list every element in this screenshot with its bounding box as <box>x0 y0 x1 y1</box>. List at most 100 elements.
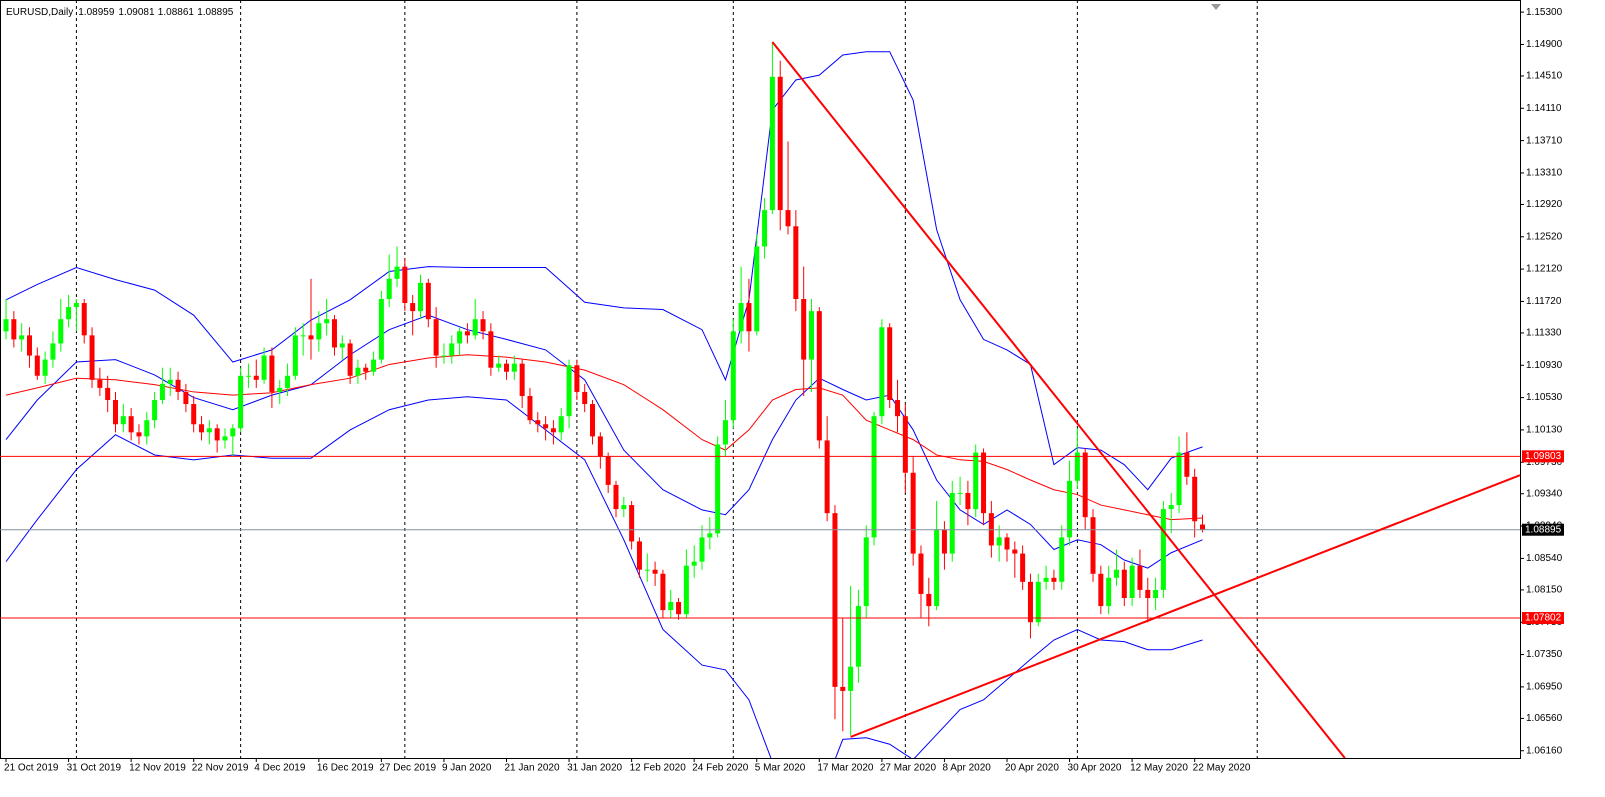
candle-body <box>308 335 314 340</box>
y-tick-label: 1.12120 <box>1526 264 1563 275</box>
candle-body <box>355 367 361 376</box>
candle-body <box>324 319 330 324</box>
y-tick-label: 1.12920 <box>1526 199 1563 210</box>
candle-body <box>1184 452 1190 477</box>
candle-body <box>433 319 439 356</box>
candle-body <box>934 529 940 607</box>
candle-body <box>683 565 689 615</box>
x-tick-label: 27 Mar 2020 <box>880 763 937 774</box>
x-tick-label: 17 Mar 2020 <box>817 763 874 774</box>
candle-body <box>511 363 517 372</box>
candle-body <box>574 365 580 392</box>
candle-body <box>746 303 752 332</box>
candle-body <box>832 513 838 687</box>
level-tag-label: 1.07802 <box>1525 613 1562 624</box>
candle-body <box>378 298 384 360</box>
y-tick-label: 1.06560 <box>1526 713 1563 724</box>
candle-body <box>152 400 158 421</box>
candle-body <box>73 303 79 308</box>
x-tick-label: 22 Nov 2019 <box>192 763 249 774</box>
candle-body <box>863 537 869 607</box>
candle-body <box>97 379 103 388</box>
candle-body <box>1012 549 1018 554</box>
y-tick-label: 1.14900 <box>1526 39 1563 50</box>
y-tick-label: 1.10130 <box>1526 425 1563 436</box>
candle-body <box>230 428 236 437</box>
candle-body <box>691 561 697 566</box>
candle-body <box>738 303 744 332</box>
candle-body <box>1145 589 1151 598</box>
candle-body <box>1051 577 1057 582</box>
low-value: 1.08861 <box>158 7 195 18</box>
candle-body <box>848 666 854 691</box>
candle-body <box>1020 553 1026 582</box>
x-tick-label: 5 Mar 2020 <box>755 763 806 774</box>
candle-body <box>261 355 267 380</box>
candle-body <box>902 416 908 473</box>
candle-body <box>144 420 150 437</box>
candle-body <box>801 298 807 360</box>
candle-body <box>824 440 830 514</box>
y-tick-label: 1.13310 <box>1526 168 1563 179</box>
candle-body <box>402 266 408 304</box>
x-tick-label: 24 Feb 2020 <box>692 763 749 774</box>
candle-body <box>543 424 549 429</box>
candle-body <box>159 383 165 401</box>
level-tag <box>1522 612 1564 625</box>
candle-body <box>621 505 627 510</box>
candle-body <box>183 391 189 405</box>
y-tick-label: 1.06950 <box>1526 682 1563 693</box>
candle-body <box>449 343 455 356</box>
candle-body <box>19 335 25 340</box>
candle-body <box>34 355 40 376</box>
candle-body <box>441 355 447 357</box>
candle-body <box>652 569 658 574</box>
x-tick-label: 12 Feb 2020 <box>630 763 687 774</box>
candle-body <box>1121 569 1127 598</box>
candle-body <box>1074 452 1080 481</box>
candle-body <box>582 391 588 405</box>
candle-body <box>105 387 111 401</box>
candle-body <box>996 537 1002 546</box>
last-price-tag <box>1522 523 1564 536</box>
candle-body <box>1059 537 1065 582</box>
candle-body <box>457 331 463 344</box>
candle-body <box>636 541 642 570</box>
candle-body <box>785 210 791 227</box>
candle-body <box>464 331 470 336</box>
candle-body <box>3 319 9 332</box>
x-tick-label: 4 Dec 2019 <box>254 763 306 774</box>
x-tick-label: 31 Oct 2019 <box>67 763 122 774</box>
candle-body <box>1153 589 1159 598</box>
candle-body <box>1200 524 1206 530</box>
candle-body <box>81 303 87 336</box>
trendline <box>771 41 1346 758</box>
level-tag-label: 1.09803 <box>1525 451 1562 462</box>
y-tick-label: 1.12520 <box>1526 231 1563 242</box>
candle-body <box>371 359 377 372</box>
candle-body <box>1082 452 1088 518</box>
x-tick-label: 21 Oct 2019 <box>4 763 59 774</box>
candle-body <box>214 428 220 441</box>
candle-body <box>566 365 572 417</box>
candle-body <box>347 343 353 376</box>
x-tick-label: 20 Apr 2020 <box>1005 763 1059 774</box>
candle-body <box>394 266 400 279</box>
candle-body <box>871 416 877 538</box>
candle-body <box>965 492 971 510</box>
candle-body <box>496 363 502 368</box>
candle-body <box>363 367 369 372</box>
candle-body <box>941 529 947 554</box>
candle-body <box>597 436 603 457</box>
candle-body <box>42 359 48 376</box>
x-tick-label: 8 Apr 2020 <box>942 763 991 774</box>
candle-body <box>1098 573 1104 607</box>
candle-body <box>535 420 541 425</box>
candle-body <box>1176 452 1182 506</box>
y-tick-label: 1.14510 <box>1526 71 1563 82</box>
candle-body <box>1043 577 1049 582</box>
candle-body <box>199 424 205 433</box>
candle-body <box>285 375 291 388</box>
